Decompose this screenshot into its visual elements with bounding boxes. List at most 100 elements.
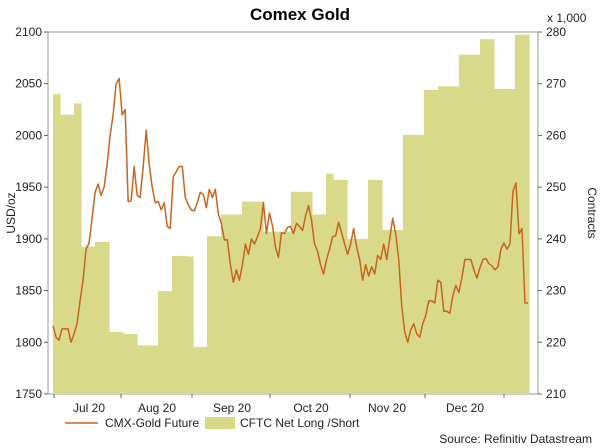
cftc-bar — [410, 134, 415, 394]
right-tick-label: 230 — [546, 284, 566, 298]
cftc-bar — [126, 334, 131, 394]
cftc-bar — [490, 39, 495, 395]
cftc-bar — [396, 230, 401, 394]
cftc-bar — [249, 201, 254, 394]
right-tick-label: 210 — [546, 387, 566, 401]
cftc-bar — [242, 201, 247, 394]
cftc-bar — [147, 345, 152, 394]
cftc-bar — [277, 231, 282, 394]
right-tick-label: 250 — [546, 180, 566, 194]
cftc-bar — [291, 191, 296, 394]
left-tick-label: 2000 — [15, 128, 42, 142]
cftc-area-layer — [53, 34, 530, 395]
cftc-bar — [203, 346, 208, 394]
cftc-bar — [413, 134, 418, 394]
cftc-bar — [438, 86, 443, 395]
cftc-bar — [473, 54, 478, 394]
cftc-bar — [210, 236, 215, 394]
cftc-bar — [123, 334, 128, 394]
cftc-bar — [455, 86, 460, 395]
cftc-bar — [322, 214, 327, 394]
cftc-bar — [193, 346, 198, 394]
gold-line-layer — [52, 77, 528, 344]
left-tick-label: 2050 — [15, 77, 42, 91]
x-tick-label: Dec 20 — [446, 401, 484, 415]
cftc-bar — [417, 134, 422, 394]
cftc-bar — [200, 346, 205, 394]
cftc-bar — [259, 201, 264, 394]
cftc-bar — [224, 214, 229, 394]
right-axis-title: Contracts — [585, 187, 599, 238]
cftc-bar — [98, 241, 103, 394]
cftc-bar — [186, 256, 191, 394]
gold-line — [52, 77, 528, 344]
cftc-bar — [280, 231, 285, 394]
source-note: Source: Refinitiv Datastream — [439, 432, 592, 446]
cftc-bar — [140, 345, 145, 394]
cftc-bar — [266, 231, 271, 394]
cftc-bar — [238, 214, 243, 394]
cftc-bar — [84, 246, 89, 394]
cftc-bar — [350, 238, 355, 394]
legend-area-label: CFTC Net Long /Short — [240, 416, 360, 430]
cftc-bar — [133, 334, 138, 394]
legend-area-swatch — [205, 417, 235, 429]
cftc-bar — [119, 331, 124, 394]
cftc-bar — [158, 291, 163, 394]
cftc-bar — [217, 236, 222, 394]
cftc-bar — [312, 214, 317, 394]
cftc-bar — [389, 230, 394, 394]
cftc-bar — [144, 345, 149, 394]
cftc-bar — [102, 241, 107, 394]
cftc-bar — [445, 86, 450, 395]
cftc-bar — [329, 173, 334, 394]
x-tick-label: Oct 20 — [293, 401, 329, 415]
cftc-bar — [287, 231, 292, 394]
cftc-bar — [357, 238, 362, 394]
cftc-bar — [130, 334, 135, 394]
cftc-bar — [74, 103, 79, 395]
cftc-bar — [151, 345, 156, 394]
cftc-bar — [466, 54, 471, 394]
cftc-bar — [427, 89, 432, 395]
cftc-bar — [487, 39, 492, 395]
cftc-bar — [483, 39, 488, 395]
cftc-bar — [154, 345, 159, 394]
cftc-bar — [504, 88, 509, 394]
cftc-bar — [270, 231, 275, 394]
cftc-bar — [469, 54, 474, 394]
cftc-bar — [214, 236, 219, 394]
cftc-bar — [434, 89, 439, 395]
cftc-bar — [137, 345, 142, 394]
cftc-bar — [368, 179, 373, 394]
cftc-bar — [354, 238, 359, 394]
x-tick-label: Aug 20 — [138, 401, 176, 415]
cftc-bar — [231, 214, 236, 394]
left-tick-label: 1850 — [15, 284, 42, 298]
cftc-bar — [284, 231, 289, 394]
x-axis: Jul 20 Aug 20 Sep 20 Oct 20 Nov 20 Dec 20 — [53, 394, 505, 415]
left-axis: 1750 1800 1850 1900 1950 2000 2050 2100 — [15, 25, 48, 401]
left-tick-label: 2100 — [15, 25, 42, 39]
cftc-bar — [91, 246, 96, 394]
left-axis-title: USD/oz — [4, 192, 18, 233]
cftc-bar — [315, 214, 320, 394]
cftc-bar — [518, 34, 523, 395]
cftc-bar — [382, 230, 387, 394]
x-tick-label: Sep 20 — [213, 401, 251, 415]
cftc-bar — [70, 114, 75, 395]
cftc-bar — [294, 191, 299, 394]
cftc-bar — [403, 134, 408, 394]
cftc-bar — [371, 179, 376, 394]
cftc-bar — [525, 34, 530, 395]
right-tick-label: 280 — [546, 25, 566, 39]
cftc-bar — [165, 291, 170, 394]
cftc-bar — [196, 346, 201, 394]
cftc-bar — [333, 179, 338, 394]
cftc-bar — [252, 201, 257, 394]
cftc-bar — [88, 246, 93, 394]
left-tick-label: 1750 — [15, 387, 42, 401]
cftc-bar — [105, 241, 110, 394]
left-tick-label: 1900 — [15, 232, 42, 246]
